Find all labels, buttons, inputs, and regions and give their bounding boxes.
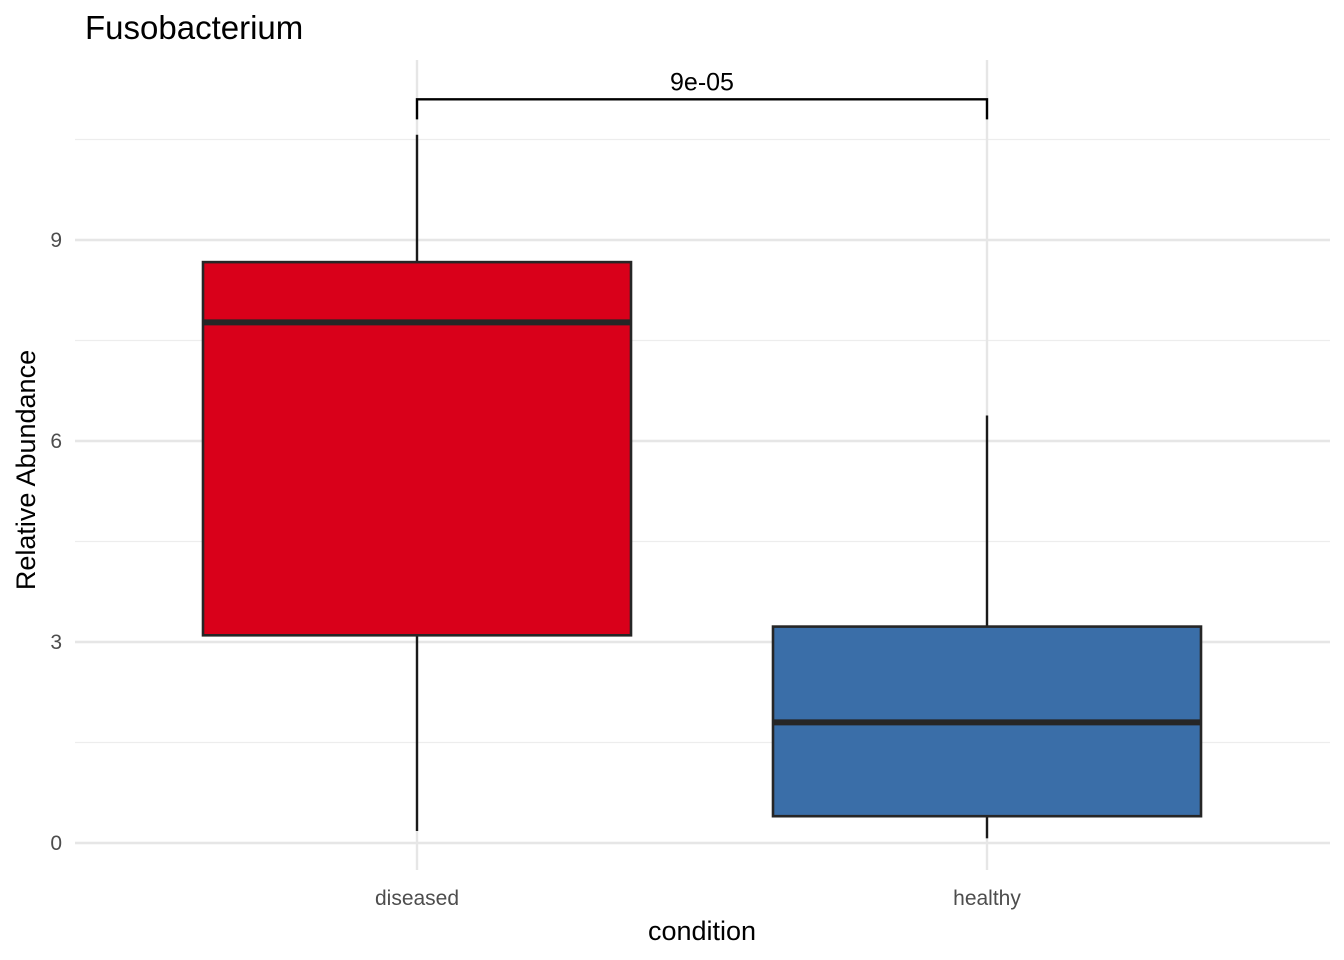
- box-iqr: [201, 260, 633, 637]
- significance-bracket: 9e-05: [415, 68, 989, 120]
- y-tick-label: 6: [50, 430, 62, 453]
- p-value-label: 9e-05: [670, 68, 734, 96]
- box-healthy: [771, 415, 1203, 839]
- x-tick-label: healthy: [953, 887, 1021, 910]
- boxes-layer: [201, 134, 1203, 839]
- bracket-line: [415, 98, 989, 120]
- x-tick-label: diseased: [375, 887, 459, 910]
- box-diseased: [201, 134, 633, 831]
- annotations-layer: 9e-05: [415, 68, 989, 120]
- x-axis-label: condition: [648, 916, 756, 946]
- x-tick-labels: diseased healthy: [375, 887, 1021, 910]
- y-tick-labels: 0 3 6 9: [50, 229, 62, 855]
- y-tick-label: 0: [50, 832, 62, 855]
- y-axis-label: Relative Abundance: [11, 350, 41, 590]
- y-tick-label: 3: [50, 631, 62, 654]
- y-tick-label: 9: [50, 229, 62, 252]
- chart-title: Fusobacterium: [85, 9, 303, 46]
